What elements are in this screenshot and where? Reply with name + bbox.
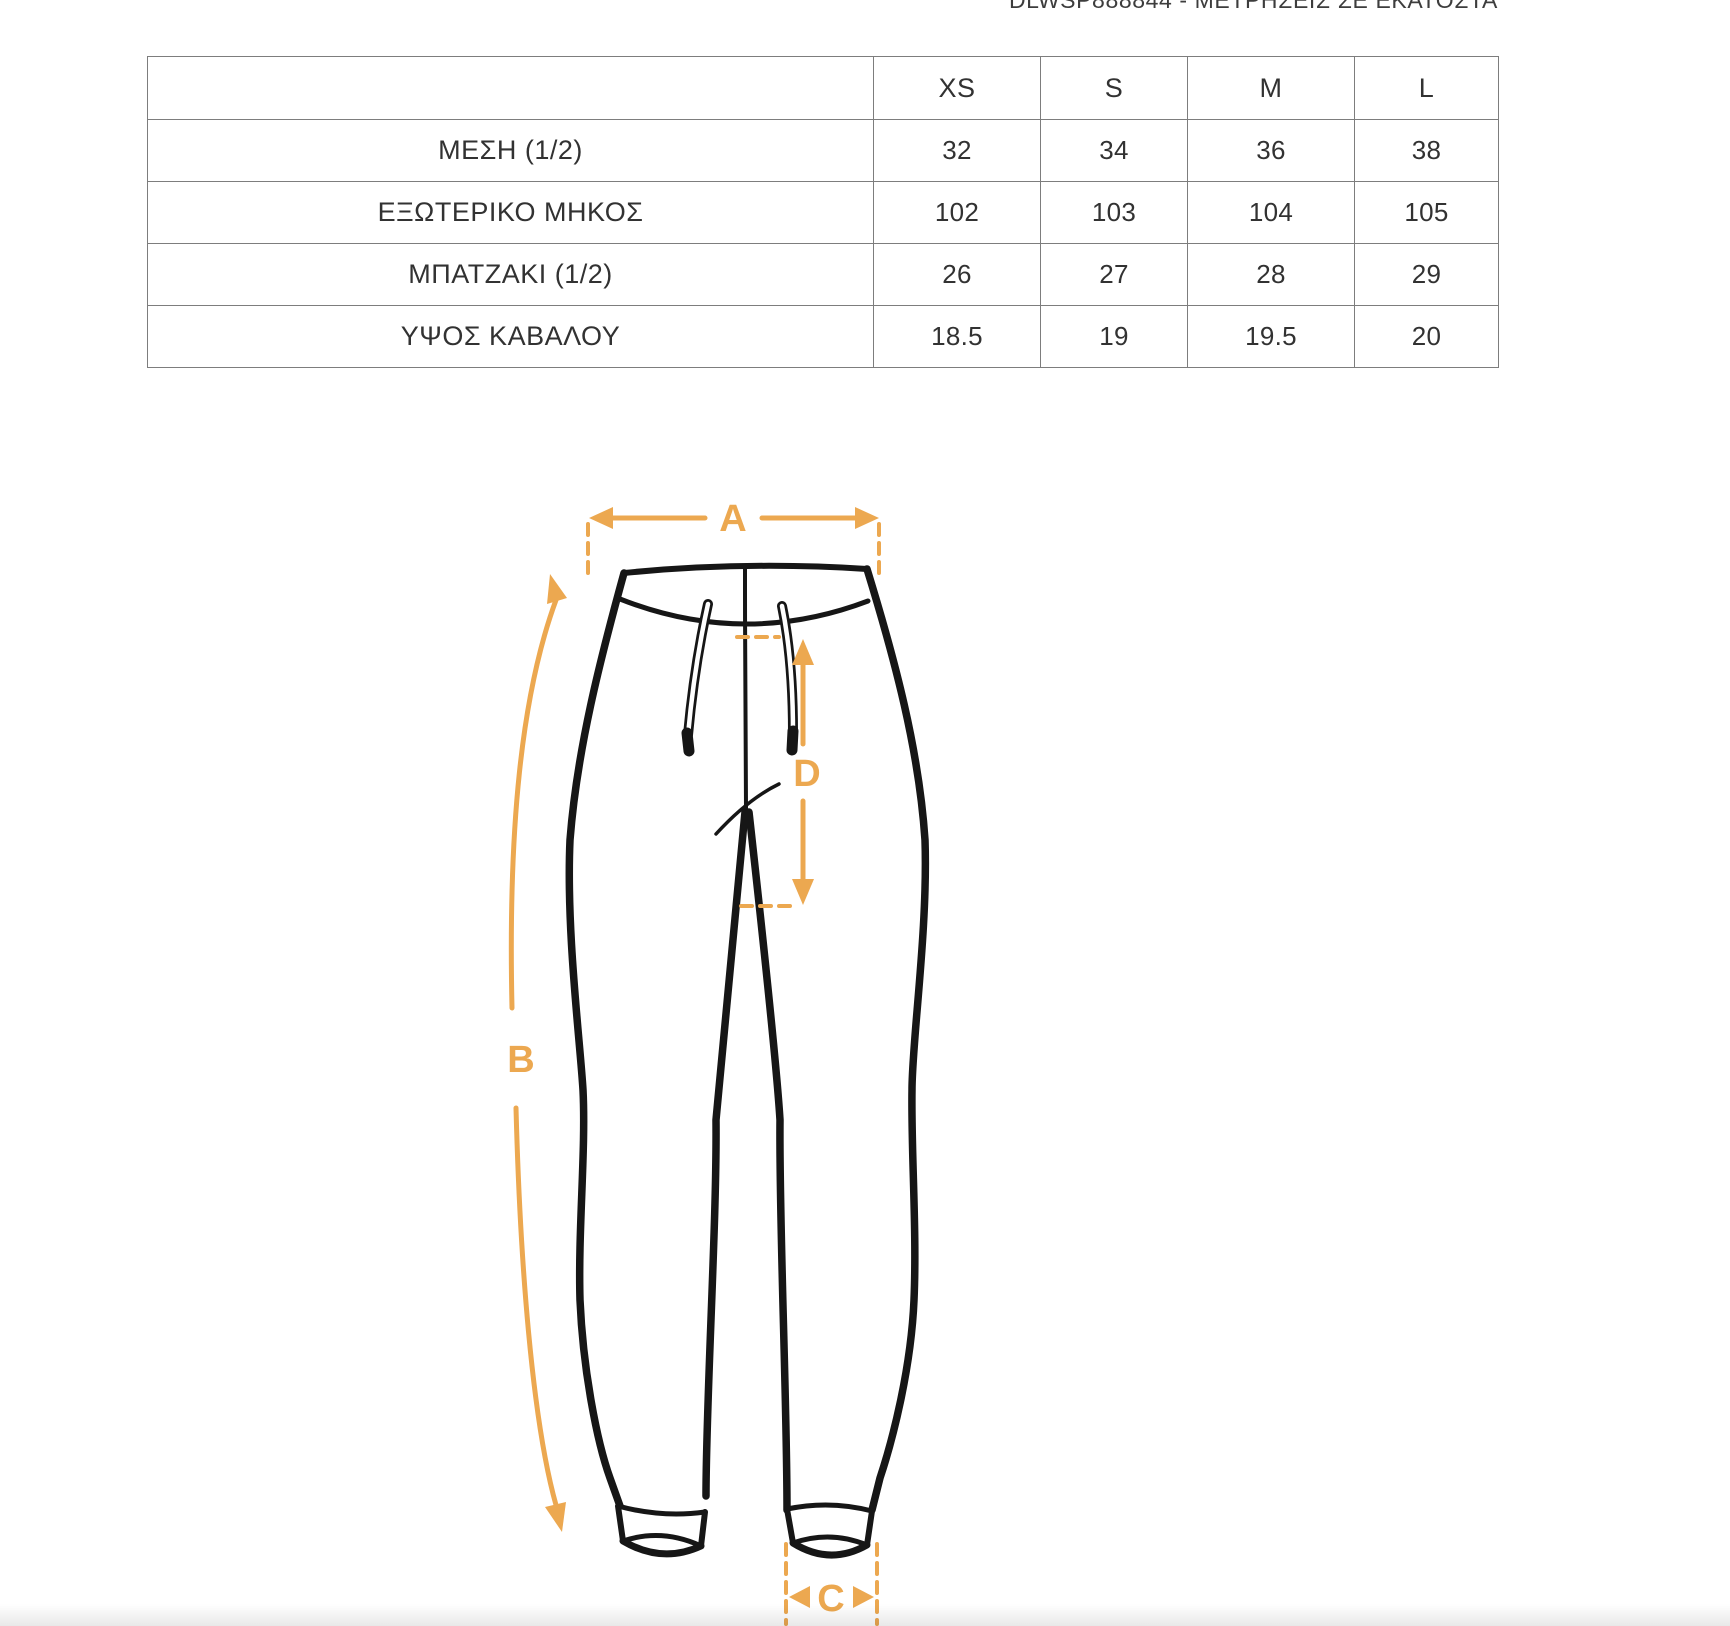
left-ankle-cuff: [615, 1503, 708, 1558]
measurement-letter-rise: D: [793, 753, 820, 795]
fly-center-line: [743, 589, 748, 810]
size-column-header-s: S: [1041, 57, 1188, 120]
measurement-value: 104: [1188, 182, 1355, 244]
arrowhead-left-icon: [789, 1586, 810, 1608]
measurement-label-outer-length: ΕΞΩΤΕΡΙΚΟ ΜΗΚΟΣ: [148, 182, 874, 244]
arrowhead-down-icon: [792, 879, 814, 905]
left-leg-outer-edge: [565, 569, 628, 1510]
measurement-value: 26: [874, 244, 1041, 306]
measurement-value: 103: [1041, 182, 1188, 244]
measurement-value: 18.5: [874, 306, 1041, 368]
left-leg-inner-edge: [702, 808, 749, 1500]
measurement-letter-waist: A: [719, 498, 746, 540]
measurement-value: 20: [1355, 306, 1499, 368]
right-leg-outer-edge: [863, 565, 930, 1514]
measurement-value: 34: [1041, 120, 1188, 182]
measurement-label-rise: ΥΨΟΣ ΚΑΒΑΛΟΥ: [148, 306, 874, 368]
size-column-header-m: M: [1188, 57, 1355, 120]
drawstring-left: [681, 599, 713, 757]
measurement-value: 36: [1188, 120, 1355, 182]
measurement-arrow-outer-length-B: [508, 574, 567, 1532]
arrowhead-up-icon: [547, 574, 567, 604]
measurement-value: 102: [874, 182, 1041, 244]
measurement-value: 19.5: [1188, 306, 1355, 368]
measurement-value: 32: [874, 120, 1041, 182]
drawstring-right: [777, 601, 799, 756]
size-column-header-l: L: [1355, 57, 1499, 120]
arrowhead-right-icon: [855, 507, 879, 529]
measurement-value: 28: [1188, 244, 1355, 306]
measurement-value: 27: [1041, 244, 1188, 306]
arrowhead-down-icon: [545, 1502, 566, 1532]
measurement-arrow-rise-D: [735, 635, 814, 908]
measurement-value: 105: [1355, 182, 1499, 244]
size-column-header-xs: XS: [874, 57, 1041, 120]
right-leg-inner-edge: [745, 808, 791, 1514]
size-table-corner-cell: [148, 57, 874, 120]
measurement-arrow-hem-C: [784, 1542, 879, 1626]
size-table: XS S M L ΜΕΣΗ (1/2) 32 34 36 38 ΕΞΩΤΕΡΙΚ…: [147, 56, 1499, 368]
measurement-label-waist: ΜΕΣΗ (1/2): [148, 120, 874, 182]
right-ankle-cuff: [784, 1502, 875, 1559]
measurement-label-leg-width: ΜΠΑΤΖΑΚΙ (1/2): [148, 244, 874, 306]
arrowhead-right-icon: [853, 1586, 874, 1608]
fly-slash-mark: [714, 782, 781, 836]
measurement-value: 38: [1355, 120, 1499, 182]
arrowhead-left-icon: [589, 507, 613, 529]
measurement-value: 19: [1041, 306, 1188, 368]
measurement-letter-outer-length: B: [507, 1039, 534, 1081]
measurement-arrow-waist-A: [586, 507, 881, 580]
measurement-value: 29: [1355, 244, 1499, 306]
pants-measurement-diagram: A B C D: [507, 498, 930, 1626]
measurement-letter-hem: C: [817, 1578, 844, 1620]
arrowhead-up-icon: [792, 639, 814, 665]
product-code-heading: DLWSP888844 - ΜΕΤΡΗΣΕΙΣ ΣΕ ΕΚΑΤΟΣΤΑ: [1008, 0, 1498, 13]
